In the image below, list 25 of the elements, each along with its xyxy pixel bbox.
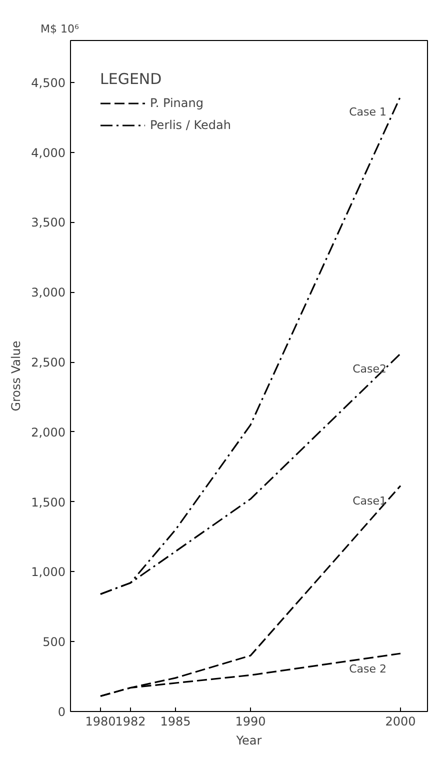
y-tick-label: 1,500 [31,495,66,510]
x-axis-title: Year [235,734,262,748]
x-tick-label: 1990 [235,714,266,728]
x-tick-label: 1985 [160,714,191,728]
y-tick-label: 4,500 [31,76,66,90]
legend-label: P. Pinang [150,96,204,110]
x-tick-label: 1982 [115,714,146,728]
text: M$ 10⁶ [40,22,80,36]
y-tick-label: 3,000 [31,286,66,300]
x-tick-label: 1980 [85,714,116,728]
y-tick-label: 500 [42,635,66,650]
y-tick-label: 1,000 [31,565,66,580]
y-tick-label: 2,500 [31,356,66,370]
y-axis-title: Gross Value [9,340,24,412]
annotation: Case2 [352,362,387,376]
x-tick-label: 2000 [385,714,416,728]
annotation: Case 1 [349,105,387,118]
annotation: Case 2 [349,662,387,676]
legend-title: LEGEND [100,70,163,88]
y-tick-label: 4,000 [31,146,66,160]
y-tick-label: 2,000 [31,425,66,440]
y-tick-label: 0 [58,705,66,719]
annotation: Case1 [352,494,387,508]
legend-label: Perlis / Kedah [150,118,231,132]
y-tick-label: 3,500 [31,216,66,230]
